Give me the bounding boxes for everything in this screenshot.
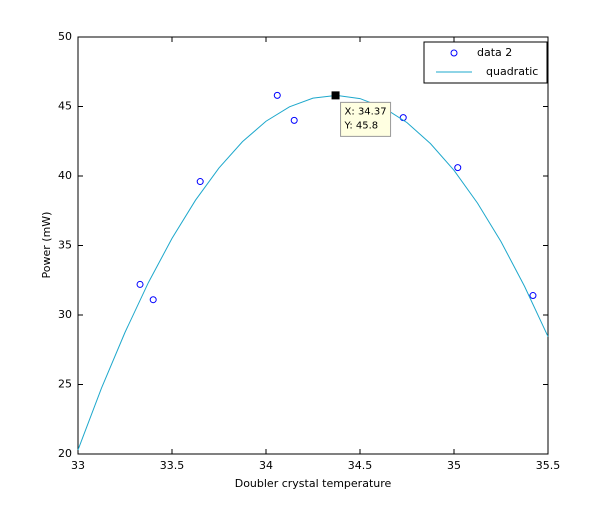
y-tick-label: 40	[58, 169, 72, 182]
x-tick-label: 34	[259, 459, 273, 472]
datatip-marker	[331, 91, 340, 100]
legend-label: quadratic	[486, 65, 538, 78]
x-tick-label: 34.5	[348, 459, 373, 472]
datatip-box	[340, 101, 392, 137]
y-tick-label: 25	[58, 378, 72, 391]
y-tick-label: 35	[58, 239, 72, 252]
fit-line	[77, 94, 549, 451]
data-point	[149, 296, 157, 304]
x-tick-label: 35	[447, 459, 461, 472]
data-point	[273, 91, 281, 99]
y-tick-label: 50	[58, 30, 72, 43]
datatip-text: X: 34.37	[345, 106, 387, 117]
plot-area	[77, 36, 549, 455]
x-tick-label: 33	[71, 459, 85, 472]
legend-box	[423, 41, 548, 84]
legend-label: data 2	[477, 46, 512, 59]
data-point	[136, 280, 144, 288]
data-point	[290, 116, 298, 124]
datatip-text: Y: 45.8	[344, 120, 379, 131]
legend-marker	[450, 49, 458, 57]
x-tick-label: 35.5	[536, 459, 561, 472]
data-point	[529, 292, 537, 300]
y-tick-label: 20	[58, 447, 72, 460]
data-point	[196, 178, 204, 186]
y-tick-label: 45	[58, 100, 72, 113]
x-tick-label: 33.5	[160, 459, 185, 472]
y-axis-label: Power (mW)	[40, 212, 53, 279]
y-tick-label: 30	[58, 308, 72, 321]
x-axis-label: Doubler crystal temperature	[235, 477, 392, 490]
data-point	[454, 164, 462, 172]
